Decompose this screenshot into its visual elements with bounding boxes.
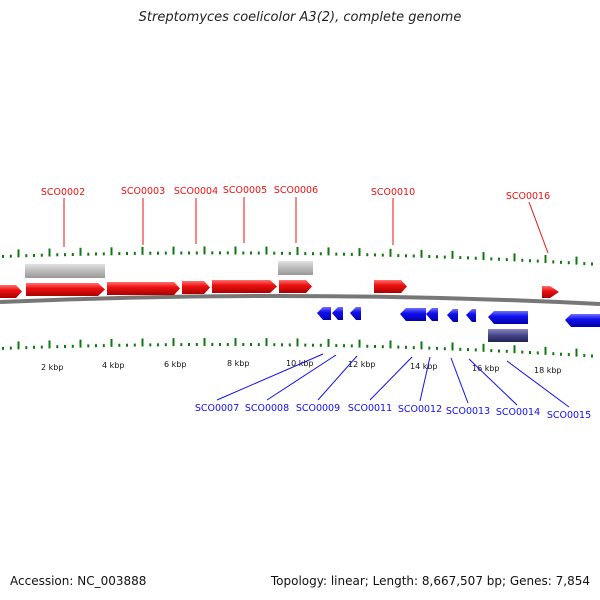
genome-title: Streptomyces coelicolor A3(2), complete …	[138, 10, 462, 25]
tick-label: 6 kbp	[164, 360, 186, 369]
gene-label[interactable]: SCO0002	[41, 187, 85, 198]
tick-label: 16 kbp	[472, 364, 500, 373]
forward-genes	[0, 280, 559, 298]
gene-label[interactable]: SCO0009	[296, 403, 340, 414]
reverse-callouts	[216, 353, 570, 408]
gene-arrow[interactable]	[565, 314, 600, 327]
gene-label[interactable]: SCO0008	[245, 403, 289, 414]
gene-label[interactable]: SCO0005	[223, 185, 267, 196]
callout-line	[468, 358, 518, 406]
feature-bar[interactable]	[278, 261, 313, 275]
gene-arrow[interactable]	[374, 280, 407, 293]
callout-line	[216, 353, 324, 401]
gene-label[interactable]: SCO0016	[506, 191, 550, 202]
gene-label[interactable]: SCO0012	[398, 404, 442, 415]
gene-label[interactable]: SCO0013	[446, 406, 490, 417]
callout-line	[419, 356, 431, 402]
gene-label[interactable]: SCO0010	[371, 187, 415, 198]
callout-line	[266, 354, 337, 401]
tick-label: 2 kbp	[41, 363, 63, 372]
gene-arrow[interactable]	[542, 286, 559, 298]
gene-arrow[interactable]	[426, 308, 438, 321]
tick-label: 14 kbp	[410, 362, 438, 371]
gene-label[interactable]: SCO0004	[174, 186, 218, 197]
feature-bar[interactable]	[488, 329, 528, 342]
callout-line	[506, 360, 570, 408]
accession-text: Accession: NC_003888	[10, 574, 147, 588]
callout-line	[450, 357, 469, 404]
tick-label: 10 kbp	[286, 359, 314, 368]
scale-labels: 2 kbp 4 kbp 6 kbp 8 kbp 10 kbp 12 kbp 14…	[41, 359, 562, 375]
tick-label: 12 kbp	[348, 360, 376, 369]
tick-label: 4 kbp	[102, 361, 124, 370]
gene-arrow[interactable]	[466, 309, 476, 322]
gene-label[interactable]: SCO0015	[547, 410, 591, 421]
reverse-gene-labels: SCO0007 SCO0008 SCO0009 SCO0011 SCO0012 …	[195, 403, 591, 421]
gene-arrow[interactable]	[350, 307, 361, 320]
callout-line	[369, 356, 413, 401]
gene-arrow[interactable]	[317, 307, 331, 320]
tick-label: 18 kbp	[534, 366, 562, 375]
gene-arrow[interactable]	[26, 283, 105, 296]
callout-line	[317, 355, 358, 401]
upper-tick-row	[2, 246, 593, 266]
gene-arrow[interactable]	[182, 281, 210, 294]
feature-bar[interactable]	[25, 264, 105, 278]
genome-summary-text: Topology: linear; Length: 8,667,507 bp; …	[270, 574, 590, 588]
callout-line	[528, 201, 549, 254]
gene-arrow[interactable]	[0, 285, 22, 298]
gene-arrow[interactable]	[488, 311, 528, 324]
gene-arrow[interactable]	[400, 308, 426, 321]
gene-label[interactable]: SCO0003	[121, 186, 165, 197]
gene-arrow[interactable]	[107, 282, 180, 295]
reverse-genes	[317, 307, 600, 342]
tick-label: 8 kbp	[227, 359, 249, 368]
genome-backbone	[0, 293, 600, 306]
gene-label[interactable]: SCO0011	[348, 403, 392, 414]
gene-label[interactable]: SCO0007	[195, 403, 239, 414]
forward-other-features	[25, 261, 313, 278]
gene-arrow[interactable]	[447, 309, 458, 322]
forward-gene-labels: SCO0002 SCO0003 SCO0004 SCO0005 SCO0006 …	[41, 185, 550, 202]
gene-arrow[interactable]	[279, 280, 312, 293]
forward-callouts	[63, 197, 549, 254]
gene-arrow[interactable]	[212, 280, 277, 293]
gene-label[interactable]: SCO0006	[274, 185, 318, 196]
gene-arrow[interactable]	[332, 307, 343, 320]
lower-tick-row	[2, 338, 593, 358]
gene-label[interactable]: SCO0014	[496, 407, 540, 418]
